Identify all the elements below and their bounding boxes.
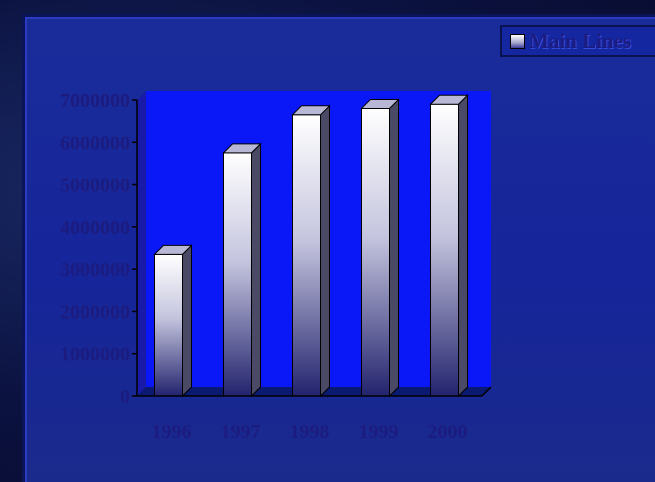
- y-tick-label: 3000000: [60, 259, 130, 281]
- x-tick-label: 2000: [428, 421, 468, 443]
- y-tick-label: 4000000: [60, 217, 130, 239]
- x-tick-label: 1997: [221, 421, 261, 443]
- bar: [223, 152, 252, 397]
- bar: [292, 114, 321, 397]
- x-axis-edge: [481, 386, 492, 397]
- plot-side-wall: [137, 91, 146, 396]
- x-tick-label: 1999: [359, 421, 399, 443]
- x-tick-label: 1998: [290, 421, 330, 443]
- bar-side: [251, 142, 261, 398]
- bar-side: [182, 244, 192, 398]
- bar-top: [360, 98, 400, 109]
- bar-top: [291, 105, 331, 116]
- bar-chart: 0 1000000 2000000 3000000 4000000 5000000 6000…: [60, 90, 492, 443]
- y-tick-label: 1000000: [60, 344, 130, 366]
- bar-side: [389, 98, 399, 398]
- bar: [154, 253, 183, 397]
- bar-top: [222, 143, 262, 154]
- bar-side: [458, 94, 468, 398]
- x-tick-label: 1996: [152, 421, 192, 443]
- y-tick-label: 6000000: [60, 132, 130, 154]
- bar-top: [153, 244, 193, 255]
- legend-swatch: [510, 33, 525, 49]
- bar: [430, 103, 459, 397]
- bar-side: [320, 104, 330, 398]
- y-tick-label: 0: [120, 386, 130, 408]
- y-tick-label: 7000000: [60, 90, 130, 112]
- y-tick-label: 2000000: [60, 301, 130, 323]
- legend: Main Lines: [500, 25, 655, 57]
- bar: [361, 107, 390, 397]
- y-tick-label: 5000000: [60, 175, 130, 197]
- legend-label: Main Lines: [529, 28, 632, 53]
- bar-top: [429, 94, 469, 105]
